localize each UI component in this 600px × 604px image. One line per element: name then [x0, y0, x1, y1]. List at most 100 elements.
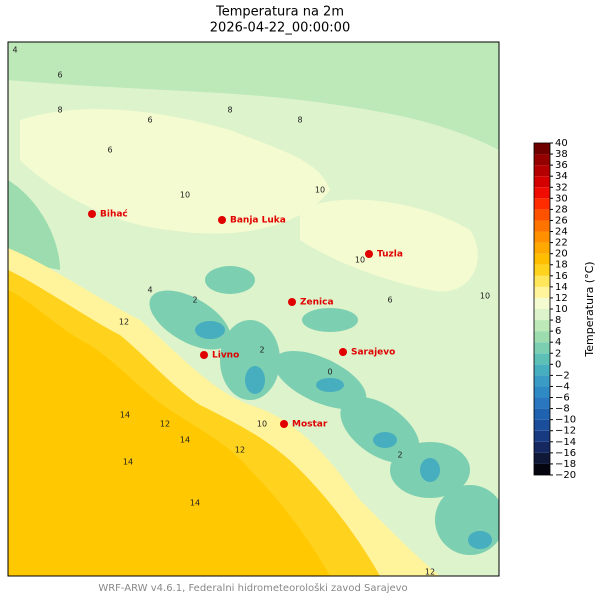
title: Temperatura na 2m — [215, 5, 344, 20]
colorbar-tick-label: 24 — [555, 227, 568, 238]
contour-label: 10 — [355, 256, 365, 265]
city-marker — [88, 210, 96, 218]
colorbar-band — [534, 264, 550, 276]
colorbar-tick-label: −10 — [555, 415, 576, 426]
colorbar-band — [534, 297, 550, 309]
colorbar-tick-label: 26 — [555, 215, 568, 226]
city-marker — [288, 298, 296, 306]
colorbar-tick-label: 18 — [555, 260, 568, 271]
colorbar-label: Temperatura (°C) — [583, 261, 596, 357]
colorbar-band — [534, 231, 550, 243]
colorbar-tick-label: 16 — [555, 271, 568, 282]
colorbar-tick-label: 34 — [555, 171, 568, 182]
contour-label: 4 — [147, 286, 152, 295]
colorbar-tick-label: 36 — [555, 160, 568, 171]
colorbar-band — [534, 452, 550, 464]
colorbar-tick-label: 40 — [555, 138, 568, 149]
contour-label: 0 — [327, 368, 332, 377]
city-label: Livno — [212, 351, 239, 361]
colorbar-tick-label: 6 — [555, 326, 561, 337]
colorbar-band — [534, 198, 550, 210]
contour-label: 12 — [425, 568, 435, 577]
colorbar-band — [534, 364, 550, 376]
contour-label: 10 — [480, 292, 490, 301]
contour-label: 6 — [387, 296, 392, 305]
contour-label: 10 — [257, 420, 267, 429]
contour-label: 2 — [397, 451, 402, 460]
contour-label: 12 — [160, 420, 170, 429]
colorbar-tick-label: −6 — [555, 393, 570, 404]
colorbar-band — [534, 253, 550, 265]
city-marker — [339, 348, 347, 356]
colorbar-tick-label: 30 — [555, 193, 568, 204]
colorbar-tick-label: 32 — [555, 182, 568, 193]
contour-label: 2 — [259, 346, 264, 355]
colorbar-tick-label: 28 — [555, 204, 568, 215]
colorbar-band — [534, 275, 550, 287]
contour-label: 8 — [227, 106, 232, 115]
city-marker — [218, 216, 226, 224]
colorbar-band — [534, 419, 550, 431]
city-marker — [365, 250, 373, 258]
contour-label: 12 — [235, 446, 245, 455]
contour-label: 8 — [297, 116, 302, 125]
colorbar-band — [534, 176, 550, 188]
contour-label: 14 — [190, 499, 200, 508]
contour-label: 6 — [107, 146, 112, 155]
map-frame — [7, 41, 500, 577]
contour-label: 14 — [180, 436, 190, 445]
colorbar-band — [534, 286, 550, 298]
colorbar-tick-label: −4 — [555, 381, 570, 392]
colorbar-band — [534, 165, 550, 177]
contour-label: 6 — [57, 71, 62, 80]
colorbar-tick-label: 8 — [555, 315, 561, 326]
colorbar-tick-label: 0 — [555, 359, 561, 370]
colorbar-tick-label: −8 — [555, 404, 570, 415]
colorbar-tick-label: 4 — [555, 337, 561, 348]
colorbar-tick-label: −20 — [555, 470, 576, 481]
colorbar-band — [534, 209, 550, 221]
colorbar-tick-label: 12 — [555, 293, 568, 304]
colorbar-band — [534, 242, 550, 254]
contour-label: 14 — [120, 411, 130, 420]
contour-label: 8 — [57, 106, 62, 115]
colorbar-band — [534, 386, 550, 398]
colorbar-band — [534, 320, 550, 332]
colorbar-band — [534, 143, 550, 155]
contour-label: 10 — [180, 191, 190, 200]
colorbar-band — [534, 408, 550, 420]
colorbar-band — [534, 375, 550, 387]
colorbar-band — [534, 309, 550, 321]
contour-label: 6 — [147, 116, 152, 125]
colorbar-tick-label: 38 — [555, 149, 568, 160]
colorbar-band — [534, 220, 550, 232]
city-label: Sarajevo — [351, 348, 395, 358]
colorbar-tick-label: 20 — [555, 249, 568, 260]
colorbar-band — [534, 430, 550, 442]
city-label: Tuzla — [377, 250, 403, 260]
colorbar-band — [534, 187, 550, 199]
colorbar-band — [534, 331, 550, 343]
colorbar-band — [534, 154, 550, 166]
contour-label: 2 — [192, 296, 197, 305]
contour-label: 14 — [123, 458, 133, 467]
colorbar-band — [534, 342, 550, 354]
colorbar-band — [534, 463, 550, 475]
colorbar-band — [534, 441, 550, 453]
colorbar-band — [534, 397, 550, 409]
city-label: Zenica — [300, 298, 334, 308]
colorbar-tick-label: 10 — [555, 304, 568, 315]
colorbar-tick-label: 22 — [555, 238, 568, 249]
colorbar-tick-label: −16 — [555, 448, 576, 459]
city-label: Mostar — [292, 420, 328, 430]
contour-label: 10 — [315, 186, 325, 195]
colorbar-tick-label: −18 — [555, 459, 576, 470]
contour-label: 4 — [12, 46, 17, 55]
city-label: Bihać — [100, 209, 128, 220]
city-label: Banja Luka — [230, 216, 286, 226]
contour-label: 12 — [119, 318, 129, 327]
colorbar-tick-label: −12 — [555, 426, 576, 437]
colorbar-tick-label: 14 — [555, 282, 568, 293]
